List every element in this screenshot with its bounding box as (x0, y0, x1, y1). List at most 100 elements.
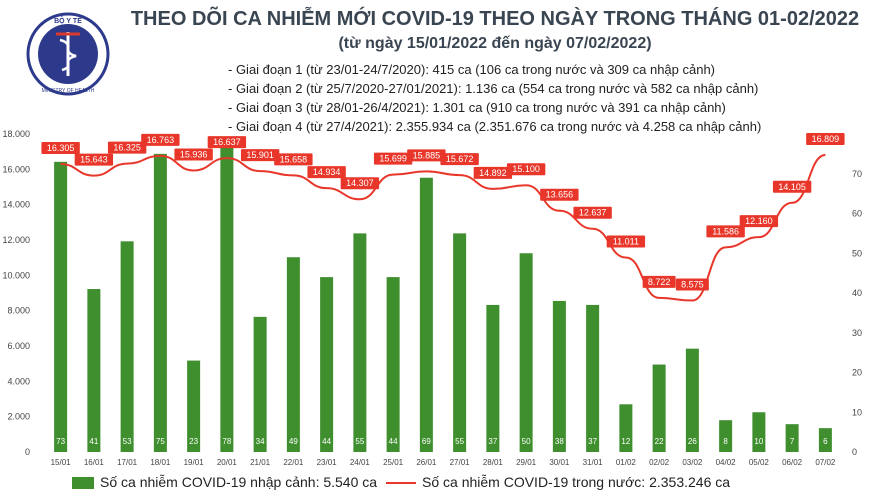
bar-label: 49 (289, 437, 298, 446)
bar-series (54, 141, 832, 452)
line-label-text: 11.011 (613, 236, 639, 246)
bar-label: 12 (621, 437, 630, 446)
line-label: 16.763 (141, 133, 180, 146)
x-tick-label: 28/01 (483, 458, 504, 467)
x-tick-label: 07/02 (815, 458, 836, 467)
line-label-text: 15.643 (80, 155, 108, 165)
x-tick-label: 03/02 (682, 458, 703, 467)
line-label-text: 8.575 (681, 280, 704, 290)
line-label: 15.100 (506, 163, 546, 176)
phase-2-text: - Giai đoạn 2 (từ 25/7/2020-27/01/2021):… (228, 81, 759, 96)
line-label-text: 15.885 (413, 150, 441, 160)
line-label: 14.892 (473, 166, 513, 179)
bar-label: 26 (688, 437, 697, 446)
x-tick-label: 15/01 (51, 458, 72, 467)
left-axis-tick: 0 (25, 447, 30, 457)
right-axis: 0 10 20 30 40 50 60 70 (852, 169, 862, 457)
right-axis-tick: 0 (852, 447, 857, 457)
bar-label: 41 (89, 437, 98, 446)
bar-04/02 (719, 420, 733, 452)
x-tick-label: 04/02 (716, 458, 737, 467)
bar-label: 53 (123, 437, 132, 446)
phase-4-text: - Giai đoạn 4 (từ 27/4/2021): 2.355.934 … (228, 119, 762, 134)
line-label-text: 12.637 (579, 208, 607, 218)
left-axis-tick: 14.000 (2, 200, 30, 210)
left-axis-tick: 2.000 (7, 412, 30, 422)
line-label-text: 14.105 (778, 182, 806, 192)
line-label: 8.722 (642, 275, 676, 288)
line-label: 15.643 (74, 153, 114, 166)
right-axis-tick: 70 (852, 169, 862, 179)
domestic-cases-line (60, 154, 826, 302)
bar-27/01 (453, 233, 467, 452)
bar-25/01 (386, 277, 400, 452)
bar-label: 78 (222, 437, 231, 446)
bar-label: 6 (823, 437, 828, 446)
bar-label: 69 (422, 437, 431, 446)
bar-01/02 (619, 404, 633, 452)
line-label-text: 16.637 (213, 137, 241, 147)
left-axis-tick: 18.000 (2, 129, 30, 139)
line-label: 8.575 (675, 278, 709, 291)
right-axis-tick: 40 (852, 288, 862, 298)
right-axis-tick: 30 (852, 328, 862, 338)
line-label: 11.586 (706, 225, 745, 238)
bar-label: 37 (488, 437, 497, 446)
line-label-text: 16.305 (47, 143, 75, 153)
legend-line-label: Số ca nhiễm COVID-19 trong nước: 2.353.2… (422, 474, 731, 490)
x-tick-label: 26/01 (416, 458, 437, 467)
bar-16/01 (87, 289, 101, 452)
x-tick-label: 25/01 (383, 458, 404, 467)
bar-label: 55 (455, 437, 464, 446)
line-label-text: 15.936 (180, 149, 208, 159)
right-axis-tick: 10 (852, 407, 862, 417)
bar-label: 44 (389, 437, 398, 446)
bar-label: 23 (189, 437, 198, 446)
x-tick-label: 01/02 (616, 458, 637, 467)
line-label: 14.934 (307, 166, 346, 179)
x-tick-label: 20/01 (217, 458, 238, 467)
left-axis-tick: 12.000 (2, 235, 30, 245)
bar-label: 55 (355, 437, 364, 446)
x-tick-label: 23/01 (317, 458, 338, 467)
bar-20/01 (220, 141, 234, 452)
left-axis-tick: 16.000 (2, 164, 30, 174)
bar-26/01 (419, 177, 433, 452)
bar-label: 37 (588, 437, 597, 446)
line-label: 15.901 (240, 149, 280, 162)
x-axis-labels: 15/01 16/01 17/01 18/01 19/01 20/01 21/01 22/01… (51, 458, 836, 467)
line-label-text: 15.658 (280, 154, 308, 164)
bar-17/01 (120, 241, 134, 452)
bar-31/01 (586, 304, 600, 452)
bar-02/02 (652, 364, 666, 452)
line-label-text: 15.901 (246, 150, 274, 160)
bar-label: 44 (322, 437, 331, 446)
line-label: 14.105 (772, 180, 812, 193)
chart-title: THEO DÕI CA NHIỄM MỚI COVID-19 THEO NGÀY… (130, 8, 860, 30)
line-label: 15.699 (373, 152, 413, 165)
line-label: 12.160 (739, 215, 779, 228)
bar-18/01 (153, 153, 167, 452)
bar-label: 8 (723, 437, 728, 446)
line-labels: 16.305 15.643 16.325 16.763 15.936 16.637 15.9… (41, 133, 845, 291)
bar-15/01 (54, 161, 68, 452)
line-label: 15.658 (274, 153, 313, 166)
line-label-text: 14.934 (313, 167, 341, 177)
line-label-text: 13.656 (546, 190, 574, 200)
right-axis-tick: 60 (852, 209, 862, 219)
line-label-text: 16.809 (812, 134, 840, 144)
line-label-text: 16.763 (147, 135, 175, 145)
line-label: 15.936 (174, 148, 213, 161)
bar-23/01 (320, 277, 334, 452)
line-label: 16.325 (107, 141, 147, 154)
x-tick-label: 21/01 (250, 458, 271, 467)
bar-label: 22 (655, 437, 664, 446)
legend-bar-swatch (72, 477, 94, 489)
line-label-text: 8.722 (648, 277, 671, 287)
x-tick-label: 30/01 (549, 458, 570, 467)
ministry-of-health-logo: BỘ Y TẾ MINISTRY OF HEALTH (26, 12, 110, 96)
line-label-text: 14.307 (346, 178, 374, 188)
bar-label: 50 (522, 437, 531, 446)
